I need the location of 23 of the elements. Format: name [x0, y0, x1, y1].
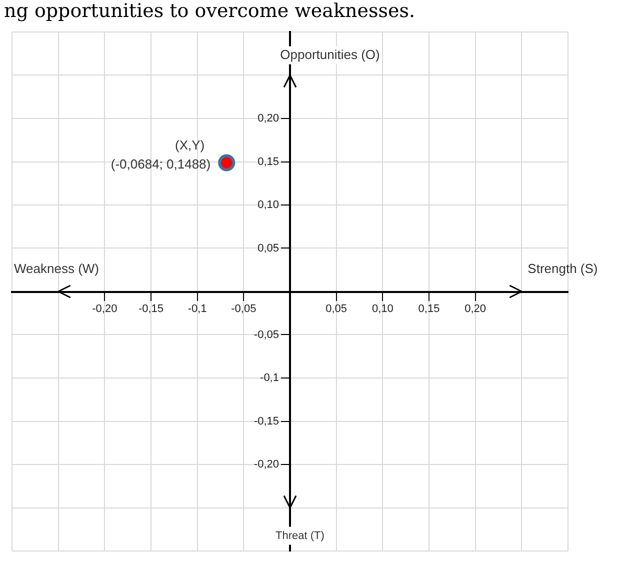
y-tick-label: -0,1 — [260, 372, 279, 384]
x-tick-label: -0,1 — [188, 303, 207, 316]
y-axis-title: Opportunities (O) — [280, 46, 380, 62]
y-tick-label: -0,05 — [254, 328, 279, 341]
chart-title: ng opportunities to overcome weaknesses. — [3, 0, 416, 22]
x-tick-label: 0,10 — [372, 303, 394, 316]
x-tick-label: -0,15 — [138, 303, 164, 316]
y-tick-label: 0,15 — [258, 156, 279, 168]
x-tick-label: -0,05 — [231, 303, 256, 316]
x-tick-label: 0,05 — [326, 303, 348, 316]
x-tick-label: -0,20 — [92, 303, 118, 316]
y-tick-label: 0,20 — [258, 112, 279, 125]
data-label: (-0,0684; 0,1488) — [110, 156, 211, 172]
x-axis-title: Strength (S) — [528, 261, 598, 276]
y-tick-label: 0,05 — [258, 242, 279, 254]
annotation: (X,Y) — [174, 137, 205, 152]
y-tick-label: -0,20 — [254, 458, 279, 471]
annotation: Threat (T) — [276, 530, 324, 542]
x-tick-label: 0,20 — [464, 303, 486, 316]
y-tick-label: -0,15 — [254, 415, 279, 428]
y-tick-label: 0,10 — [258, 199, 279, 212]
annotation: Weakness (W) — [14, 261, 99, 276]
x-tick-label: 0,15 — [418, 303, 440, 316]
